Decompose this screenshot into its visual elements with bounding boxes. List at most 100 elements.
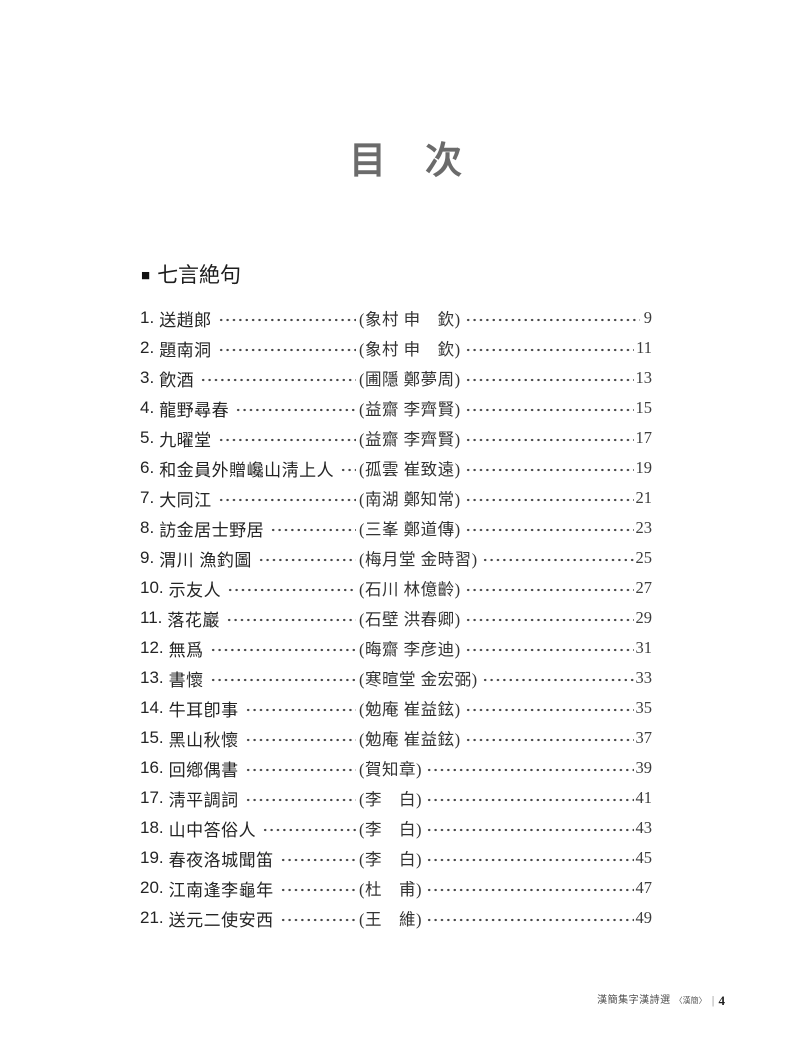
item-page-number: 37	[635, 728, 653, 747]
dot-leader	[279, 883, 356, 896]
item-author: (李 白)	[359, 850, 422, 869]
footer-page-number: 4	[718, 993, 726, 1008]
item-page-number: 49	[635, 908, 653, 927]
section-square-marker-icon: ■	[141, 267, 151, 284]
dot-leader	[464, 583, 634, 596]
dot-leader	[209, 673, 356, 686]
item-number: 20.	[140, 878, 164, 897]
dot-leader	[209, 643, 356, 656]
dot-leader	[426, 793, 634, 806]
item-author: (益齋 李齊賢)	[359, 400, 461, 419]
dot-leader	[464, 463, 634, 476]
item-title: 書懷	[168, 670, 204, 690]
dot-leader	[464, 313, 640, 326]
dot-leader	[464, 613, 634, 626]
footer-book-title: 漢簡集字漢詩選	[597, 995, 671, 1006]
item-title: 題南洞	[159, 340, 212, 360]
dot-leader	[217, 343, 356, 356]
toc-item: 12. 無爲 (晦齋 李彦迪) 31	[140, 633, 652, 663]
item-title: 無爲	[168, 640, 204, 660]
item-number-title-group: 19. 春夜洛城聞笛	[140, 846, 359, 871]
dot-leader	[464, 643, 634, 656]
item-page-number: 31	[635, 638, 653, 657]
item-number-title-group: 9. 渭川 漁釣圖	[140, 546, 359, 571]
dot-leader	[225, 613, 356, 626]
page-footer: 漢簡集字漢詩選 〈漢簡〉 | 4	[597, 993, 725, 1009]
section-header-label: 七言絶句	[157, 264, 242, 287]
dot-leader	[244, 763, 356, 776]
item-author: (勉庵 崔益鉉)	[359, 730, 461, 749]
page-title: 目 次	[349, 140, 463, 181]
item-page-number: 11	[636, 338, 652, 357]
item-author: (南湖 鄭知常)	[359, 490, 461, 509]
item-number: 3.	[140, 368, 155, 387]
item-page-number: 25	[635, 548, 653, 567]
item-number-title-group: 4. 龍野尋春	[140, 396, 359, 421]
item-number: 18.	[140, 818, 164, 837]
item-number-title-group: 1. 送趙郞	[140, 306, 359, 331]
item-number: 15.	[140, 728, 164, 747]
item-title: 送元二使安西	[168, 910, 274, 930]
item-page-number: 9	[643, 308, 652, 327]
item-number: 21.	[140, 908, 164, 927]
item-page-number: 19	[635, 458, 653, 477]
dot-leader	[464, 523, 634, 536]
item-number: 16.	[140, 758, 164, 777]
item-page-number: 29	[635, 608, 653, 627]
item-author: (石川 林億齡)	[359, 580, 461, 599]
item-number-title-group: 20. 江南逢李龜年	[140, 876, 359, 901]
dot-leader	[464, 403, 634, 416]
item-number-title-group: 18. 山中答俗人	[140, 816, 359, 841]
item-author: (杜 甫)	[359, 880, 422, 899]
toc-item: 19. 春夜洛城聞笛 (李 白) 45	[140, 843, 652, 873]
item-title: 飮酒	[159, 370, 195, 390]
toc-item: 17. 淸平調詞 (李 白) 41	[140, 783, 652, 813]
toc-item: 11. 落花巖 (石壁 洪春卿) 29	[140, 603, 652, 633]
item-number-title-group: 15. 黑山秋懷	[140, 726, 359, 751]
dot-leader	[279, 853, 356, 866]
toc-item: 1. 送趙郞 (象村 申 欽) 9	[140, 303, 652, 333]
item-number: 1.	[140, 308, 155, 327]
item-number-title-group: 8. 訪金居士野居	[140, 516, 359, 541]
toc-item: 4. 龍野尋春 (益齋 李齊賢) 15	[140, 393, 652, 423]
toc-item: 16. 回鄕偶書 (賀知章) 39	[140, 753, 652, 783]
item-page-number: 23	[635, 518, 653, 537]
item-title: 龍野尋春	[159, 400, 230, 420]
dot-leader	[464, 493, 634, 506]
item-number-title-group: 10. 示友人	[140, 576, 359, 601]
item-author: (三峯 鄭道傳)	[359, 520, 461, 539]
toc-list: 1. 送趙郞 (象村 申 欽) 9 2. 題南洞 (象村 申 欽) 11 3. 飮酒 (圃隱 鄭夢周…	[140, 303, 652, 933]
item-number: 6.	[140, 458, 155, 477]
toc-item: 3. 飮酒 (圃隱 鄭夢周) 13	[140, 363, 652, 393]
toc-item: 20. 江南逢李龜年 (杜 甫) 47	[140, 873, 652, 903]
item-page-number: 43	[635, 818, 653, 837]
item-page-number: 21	[635, 488, 653, 507]
dot-leader	[464, 343, 635, 356]
dot-leader	[262, 823, 356, 836]
toc-item: 21. 送元二使安西 (王 維) 49	[140, 903, 652, 933]
item-number: 14.	[140, 698, 164, 717]
dot-leader	[340, 463, 356, 476]
item-number-title-group: 12. 無爲	[140, 636, 359, 661]
item-page-number: 45	[635, 848, 653, 867]
item-author: (晦齋 李彦迪)	[359, 640, 461, 659]
item-author: (李 白)	[359, 790, 422, 809]
dot-leader	[257, 553, 356, 566]
item-number-title-group: 14. 牛耳卽事	[140, 696, 359, 721]
toc-item: 8. 訪金居士野居 (三峯 鄭道傳) 23	[140, 513, 652, 543]
item-title: 大同江	[159, 490, 212, 510]
item-number-title-group: 2. 題南洞	[140, 336, 359, 361]
item-title: 牛耳卽事	[168, 700, 239, 720]
dot-leader	[426, 883, 634, 896]
dot-leader	[426, 853, 634, 866]
item-page-number: 47	[635, 878, 653, 897]
dot-leader	[481, 673, 634, 686]
dot-leader	[270, 523, 356, 536]
item-number: 7.	[140, 488, 155, 507]
item-author: (寒暄堂 金宏弼)	[359, 670, 478, 689]
item-number-title-group: 3. 飮酒	[140, 366, 359, 391]
item-title: 春夜洛城聞笛	[168, 850, 274, 870]
dot-leader	[464, 703, 634, 716]
item-author: (賀知章)	[359, 760, 422, 779]
